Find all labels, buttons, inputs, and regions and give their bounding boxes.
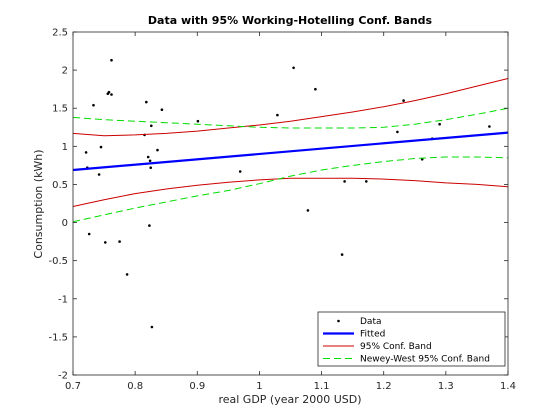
x-tick-label: 0.7 (65, 381, 81, 392)
legend-label: 95% Conf. Band (360, 342, 432, 352)
y-tick-label: -1 (58, 294, 68, 305)
data-point (438, 122, 441, 126)
y-tick-label: 2.5 (52, 28, 68, 39)
conf-band-upper (72, 78, 509, 137)
data-point (196, 119, 200, 123)
legend: Data Fitted 95% Conf. Band Newey-West 95% C… (317, 311, 506, 367)
conf-band-lower (72, 177, 509, 207)
data-point (104, 241, 107, 244)
newey-west-band-lower (72, 156, 509, 223)
data-point (160, 108, 164, 111)
data-point (146, 155, 150, 159)
y-tick-label: 0 (62, 218, 68, 229)
data-point (148, 224, 151, 227)
x-tick-label: 1.1 (314, 381, 330, 392)
data-point (118, 240, 121, 243)
x-tick-label: 1.2 (376, 381, 392, 392)
data-point (125, 273, 129, 276)
data-point (365, 180, 368, 183)
data-point (99, 145, 103, 149)
y-tick-label: 1.5 (52, 104, 68, 115)
data-point (87, 232, 91, 236)
y-tick-label: 2 (62, 66, 68, 77)
data-point (149, 166, 152, 169)
data-point (84, 151, 88, 154)
fitted-line (72, 131, 509, 172)
data-point (107, 90, 111, 94)
legend-label: Fitted (360, 330, 385, 340)
data-point (276, 113, 279, 117)
data-point (343, 180, 346, 183)
data-point (150, 124, 153, 128)
data-point (306, 209, 310, 212)
data-point (150, 325, 154, 329)
series-layer (72, 58, 509, 329)
x-tick-label: 0.9 (189, 381, 205, 392)
axes-layer: 0.7 0.8 0.9 1 1.1 1.2 1.3 1.4 -2 -1.5 -1 -0.5 0 0.5 1 1… (48, 28, 515, 393)
data-point (145, 100, 148, 104)
data-point (340, 253, 344, 256)
y-tick-label: -1.5 (48, 332, 68, 343)
legend-label: Data (360, 317, 382, 327)
data-point (110, 93, 113, 96)
y-tick-label: 1 (62, 142, 68, 153)
data-point (402, 99, 405, 102)
data-point (396, 130, 399, 134)
y-axis-title: Consumption (kWh) (32, 149, 45, 258)
data-point (488, 125, 491, 128)
data-point (238, 170, 242, 173)
data-point (314, 87, 317, 91)
y-tick-label: -2 (58, 371, 68, 382)
x-tick-label: 0.8 (127, 381, 143, 392)
data-point (110, 58, 113, 62)
x-tick-label: 1 (256, 381, 262, 392)
legend-box (317, 311, 506, 367)
newey-west-band-upper (72, 107, 509, 129)
legend-label: Newey-West 95% Conf. Band (360, 355, 490, 365)
data-point (148, 159, 152, 163)
data-point (97, 173, 101, 176)
x-tick-label: 1.4 (500, 381, 516, 392)
chart-title: Data with 95% Working-Hotelling Conf. Ba… (148, 14, 433, 27)
data-point (156, 148, 159, 152)
x-axis-title: real GDP (year 2000 USD) (218, 393, 361, 406)
data-point (292, 66, 295, 70)
data-point (92, 103, 95, 107)
y-tick-label: 0.5 (52, 180, 68, 191)
y-tick-label: -0.5 (48, 256, 68, 267)
axes-box (72, 31, 509, 376)
legend-marker-data (337, 319, 340, 323)
x-tick-label: 1.3 (438, 381, 454, 392)
